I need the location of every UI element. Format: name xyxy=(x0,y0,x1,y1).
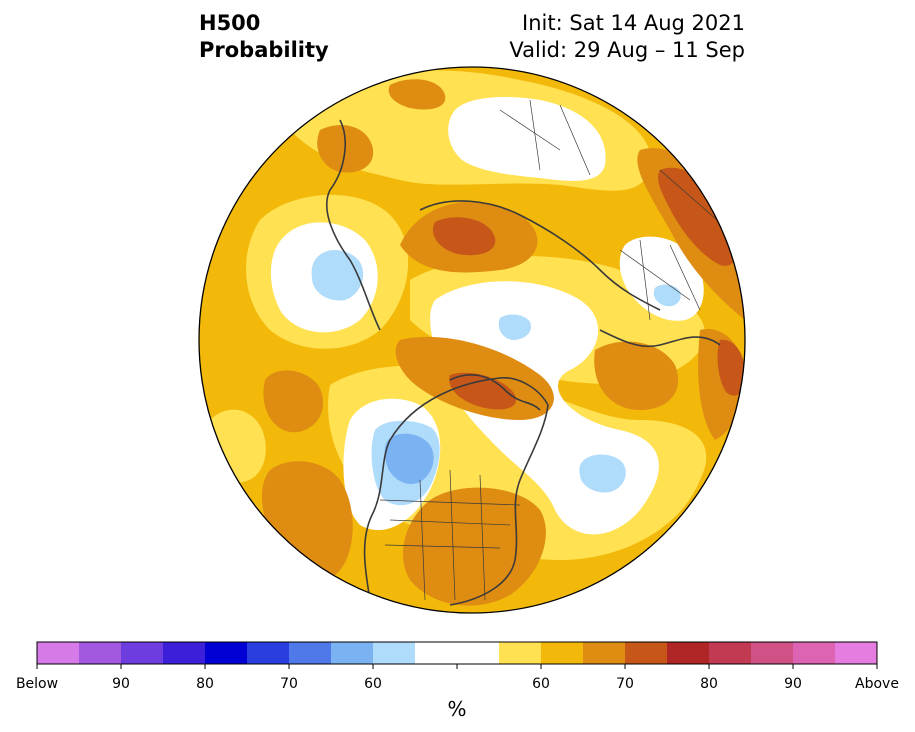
colorbar-cell xyxy=(289,642,332,664)
coast-greenland xyxy=(449,374,541,411)
colorbar-tick-label: 90 xyxy=(112,676,130,692)
region-dark-orange-russia xyxy=(657,167,737,266)
colorbar-cell xyxy=(163,642,206,664)
colorbar-cell xyxy=(331,642,374,664)
colorbar-cell xyxy=(751,642,794,664)
colorbar-cells xyxy=(37,642,878,664)
valid-period-label: Valid: 29 Aug – 11 Sep xyxy=(509,38,745,62)
border-lines-north-america xyxy=(379,469,521,601)
probability-field xyxy=(199,67,745,613)
colorbar-tick-label: 90 xyxy=(784,676,802,692)
colorbar-tick-label: Below xyxy=(15,676,59,692)
colorbar-cell xyxy=(79,642,122,664)
colorbar-tick-label: 60 xyxy=(364,676,382,692)
region-blue-western-canada xyxy=(384,433,434,485)
colorbar-cell xyxy=(667,642,710,664)
coast-eurasia-north xyxy=(419,200,661,311)
chart-title-left: H500 Probability xyxy=(199,10,329,64)
coast-north-america-east xyxy=(449,404,549,606)
colorbar-cell xyxy=(205,642,248,664)
colorbar-cell xyxy=(709,642,752,664)
colorbar-tick-label: Above xyxy=(855,676,899,692)
colorbar-cell xyxy=(793,642,836,664)
coastlines xyxy=(325,119,721,606)
globe-outline xyxy=(198,66,746,614)
colorbar-cell xyxy=(835,642,878,664)
colorbar xyxy=(36,641,878,669)
chart-title-right: Init: Sat 14 Aug 2021 Valid: 29 Aug – 11… xyxy=(509,10,745,64)
region-light-blue-atlantic xyxy=(579,454,626,493)
colorbar-ticks xyxy=(36,664,878,669)
product-label: Probability xyxy=(199,38,329,62)
colorbar-tick-label: 70 xyxy=(616,676,634,692)
variable-label: H500 xyxy=(199,11,261,35)
colorbar-cell xyxy=(247,642,290,664)
colorbar-cell xyxy=(37,642,80,664)
colorbar-tick-label: 80 xyxy=(196,676,214,692)
region-dark-orange-hudson xyxy=(449,372,516,410)
region-light-blue-east-asia xyxy=(311,250,364,301)
region-light-blue-arctic xyxy=(498,314,531,340)
colorbar-cell xyxy=(415,642,458,664)
colorbar-cell xyxy=(541,642,584,664)
borders xyxy=(379,99,741,601)
coast-europe xyxy=(599,329,721,348)
init-date-label: Init: Sat 14 Aug 2021 xyxy=(522,11,745,35)
colorbar-tick-label: 60 xyxy=(532,676,550,692)
region-orange-atlantic-east xyxy=(594,341,679,410)
coast-north-america-west xyxy=(363,377,549,601)
colorbar-cell xyxy=(373,642,416,664)
region-orange-eastern-us xyxy=(402,487,546,606)
region-white-siberia xyxy=(448,97,606,181)
region-orange-north-pacific xyxy=(388,79,446,110)
colorbar-cell xyxy=(625,642,668,664)
colorbar-tick-label: 80 xyxy=(700,676,718,692)
colorbar-cell xyxy=(499,642,542,664)
region-dark-orange-africa xyxy=(717,339,745,396)
region-orange-pacific xyxy=(263,370,324,433)
region-dark-orange-siberia xyxy=(432,217,496,256)
colorbar-tick-label: 70 xyxy=(280,676,298,692)
region-orange-pacific-southeast xyxy=(261,461,353,581)
colorbar-unit-label: % xyxy=(447,697,467,721)
border-lines-europe xyxy=(619,169,741,321)
coast-asia-east xyxy=(325,119,381,331)
colorbar-cell xyxy=(583,642,626,664)
polar-probability-map xyxy=(198,66,746,614)
colorbar-cell xyxy=(457,642,500,664)
region-light-blue-europe xyxy=(653,284,681,307)
border-lines-asia xyxy=(499,99,591,176)
colorbar-cell xyxy=(121,642,164,664)
